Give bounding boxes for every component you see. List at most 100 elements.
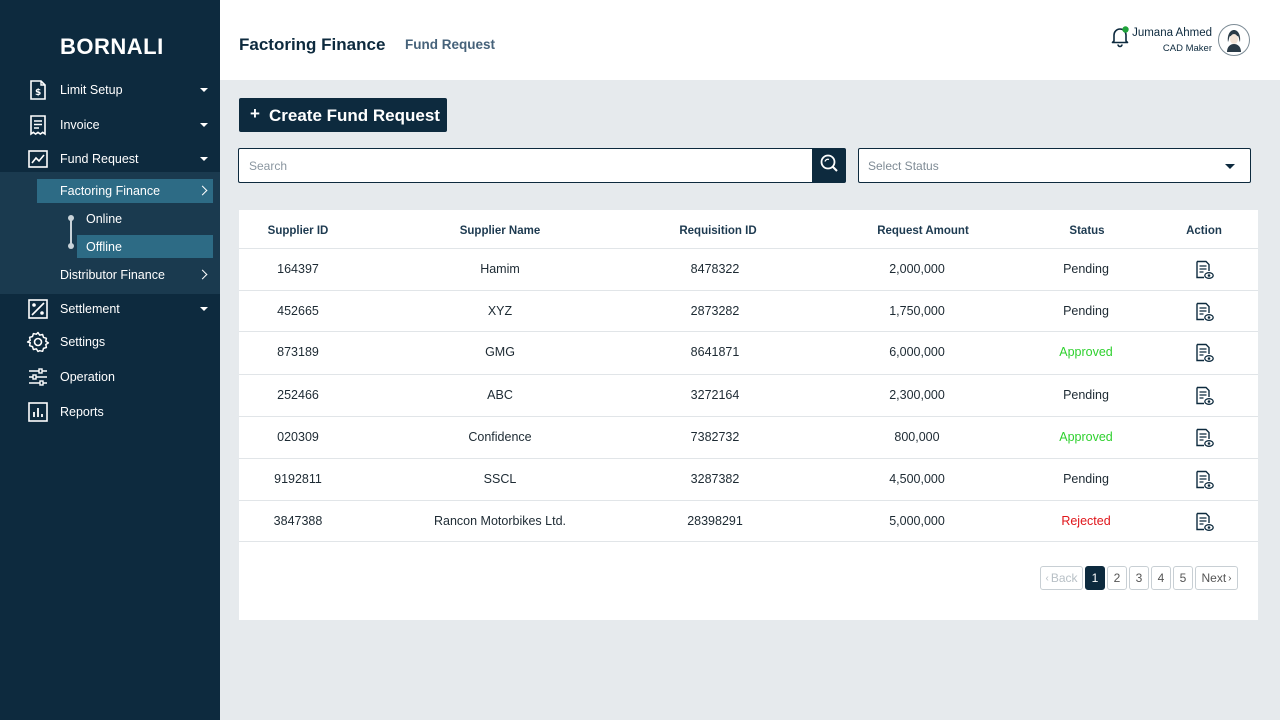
search-button[interactable] — [812, 148, 846, 183]
pagination-page-2[interactable]: 2 — [1107, 566, 1127, 590]
cell-supplier-id: 020309 — [277, 430, 319, 444]
sidebar-item-limit-setup[interactable]: $ Limit Setup — [0, 73, 220, 107]
table-row[interactable]: 452665 XYZ 2873282 1,750,000 Pending — [239, 290, 1258, 332]
view-document-icon[interactable] — [1194, 386, 1214, 406]
search-icon — [819, 153, 839, 178]
cell-supplier-name: ABC — [487, 388, 513, 402]
cell-status: Pending — [1063, 472, 1109, 486]
column-header-request-amount[interactable]: Request Amount — [877, 225, 969, 237]
cell-status: Pending — [1063, 304, 1109, 318]
settings-icon — [26, 330, 50, 354]
cell-supplier-id: 164397 — [277, 262, 319, 276]
cell-supplier-id: 452665 — [277, 304, 319, 318]
brand-logo: BORNALI — [60, 34, 164, 59]
table-row[interactable]: 252466 ABC 3272164 2,300,000 Pending — [239, 374, 1258, 416]
cell-status: Approved — [1059, 345, 1113, 359]
view-document-icon[interactable] — [1194, 343, 1214, 363]
avatar[interactable] — [1218, 24, 1250, 56]
sidebar-item-label: Settlement — [60, 302, 120, 316]
user-role: CAD Maker — [1162, 43, 1212, 54]
cell-requisition-id: 8478322 — [690, 262, 740, 276]
sidebar-item-operation[interactable]: Operation — [0, 360, 220, 394]
status-filter-select[interactable]: Select Status — [858, 148, 1251, 183]
pagination-page-1[interactable]: 1 — [1085, 566, 1105, 590]
top-header: Factoring Finance Fund Request Jumana Ah… — [220, 0, 1280, 80]
sidebar-item-label: Operation — [60, 370, 115, 384]
cell-request-amount: 2,300,000 — [889, 388, 945, 402]
cell-requisition-id: 3272164 — [690, 388, 740, 402]
sidebar-subitem-online[interactable]: Online — [77, 207, 213, 230]
cell-supplier-name: XYZ — [487, 304, 513, 318]
svg-text:$: $ — [35, 88, 41, 98]
view-document-icon[interactable] — [1194, 512, 1214, 532]
chevron-right-icon — [197, 269, 208, 280]
cell-request-amount: 6,000,000 — [889, 345, 945, 359]
create-fund-request-button[interactable]: + Create Fund Request — [239, 98, 447, 132]
column-header-requisition-id[interactable]: Requisition ID — [679, 225, 757, 237]
view-document-icon[interactable] — [1194, 302, 1214, 322]
cell-supplier-id: 9192811 — [274, 472, 322, 486]
sidebar-subitem-label: Offline — [86, 239, 122, 254]
pagination-back-label: Back — [1050, 571, 1078, 585]
sidebar-subitem-distributor-finance[interactable]: Distributor Finance — [37, 263, 213, 287]
cell-status: Pending — [1063, 388, 1109, 402]
create-button-label: Create Fund Request — [269, 106, 440, 125]
search-input[interactable] — [238, 148, 813, 183]
cell-requisition-id: 3287382 — [690, 472, 740, 486]
sidebar-item-label: Invoice — [60, 118, 100, 132]
column-header-status[interactable]: Status — [1069, 225, 1105, 237]
status-select-placeholder: Select Status — [868, 159, 939, 173]
pagination-back-button[interactable]: ‹ Back — [1040, 566, 1083, 590]
view-document-icon[interactable] — [1194, 428, 1214, 448]
cell-requisition-id: 28398291 — [687, 514, 743, 528]
breadcrumb-fund-request[interactable]: Fund Request — [405, 37, 495, 52]
cell-request-amount: 1,750,000 — [889, 304, 945, 318]
sidebar-item-settlement[interactable]: Settlement — [0, 292, 220, 326]
sidebar: BORNALI $ Limit Setup Invoice Fund Reque… — [0, 0, 220, 720]
sidebar-subitem-label: Factoring Finance — [60, 184, 161, 198]
sidebar-item-label: Fund Request — [60, 152, 139, 166]
sidebar-item-fund-request[interactable]: Fund Request — [0, 142, 220, 176]
sidebar-item-label: Reports — [60, 405, 104, 419]
column-header-action: Action — [1186, 225, 1222, 237]
pagination-page-4[interactable]: 4 — [1151, 566, 1171, 590]
table-row[interactable]: 3847388 Rancon Motorbikes Ltd. 28398291 5,0… — [239, 500, 1258, 542]
tree-dot — [68, 215, 74, 221]
cell-supplier-name: Confidence — [468, 430, 532, 444]
chevron-down-icon — [200, 157, 208, 161]
cell-status: Pending — [1063, 262, 1109, 276]
column-header-supplier-name[interactable]: Supplier Name — [459, 225, 541, 237]
notification-bell-icon[interactable] — [1108, 24, 1132, 48]
view-document-icon[interactable] — [1194, 470, 1214, 490]
sidebar-item-reports[interactable]: Reports — [0, 395, 220, 429]
user-name: Jumana Ahmed — [1132, 27, 1212, 39]
sidebar-item-invoice[interactable]: Invoice — [0, 108, 220, 142]
pagination-page-3[interactable]: 3 — [1129, 566, 1149, 590]
sidebar-item-label: Limit Setup — [60, 83, 123, 97]
table-row[interactable]: 873189 GMG 8641871 6,000,000 Approved — [239, 331, 1258, 373]
cell-request-amount: 4,500,000 — [889, 472, 945, 486]
operation-icon — [26, 365, 50, 389]
reports-icon — [26, 400, 50, 424]
chevron-right-icon — [197, 185, 208, 196]
table-row[interactable]: 164397 Hamim 8478322 2,000,000 Pending — [239, 248, 1258, 290]
pagination-page-5[interactable]: 5 — [1173, 566, 1193, 590]
tree-dot — [68, 243, 74, 249]
sidebar-subitem-offline[interactable]: Offline — [77, 235, 213, 258]
view-document-icon[interactable] — [1194, 260, 1214, 280]
table-row[interactable]: 020309 Confidence 7382732 800,000 Approved — [239, 416, 1258, 458]
pagination-next-button[interactable]: Next › — [1195, 566, 1238, 590]
column-header-supplier-id[interactable]: Supplier ID — [267, 225, 329, 237]
page-title: Factoring Finance — [239, 35, 386, 54]
cell-request-amount: 5,000,000 — [889, 514, 945, 528]
cell-status: Approved — [1059, 430, 1113, 444]
sidebar-item-settings[interactable]: Settings — [0, 325, 220, 359]
chevron-down-icon — [1225, 164, 1235, 169]
cell-supplier-name: Hamim — [480, 262, 520, 276]
settlement-icon — [26, 297, 50, 321]
sidebar-subitem-factoring-finance[interactable]: Factoring Finance — [37, 179, 213, 203]
limit-setup-icon: $ — [26, 78, 50, 102]
table-row[interactable]: 9192811 SSCL 3287382 4,500,000 Pending — [239, 458, 1258, 500]
cell-supplier-id: 873189 — [277, 345, 319, 359]
chevron-right-icon: › — [1228, 572, 1232, 584]
